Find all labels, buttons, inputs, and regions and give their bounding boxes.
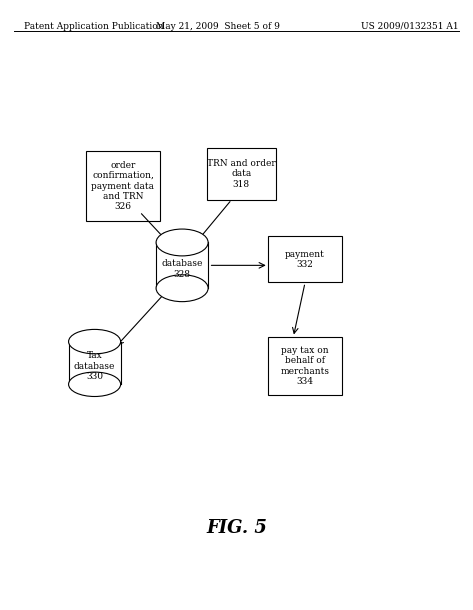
Bar	[69, 342, 121, 384]
Ellipse shape	[69, 329, 121, 354]
Text: database
328: database 328	[161, 259, 203, 279]
Text: Patent Application Publication: Patent Application Publication	[24, 22, 163, 31]
Text: May 21, 2009  Sheet 5 of 9: May 21, 2009 Sheet 5 of 9	[156, 22, 280, 31]
Bar	[156, 243, 208, 289]
Ellipse shape	[156, 229, 208, 256]
FancyBboxPatch shape	[268, 237, 342, 282]
Text: Tax
database
330: Tax database 330	[74, 351, 115, 381]
FancyBboxPatch shape	[268, 337, 342, 395]
FancyBboxPatch shape	[207, 148, 275, 200]
FancyBboxPatch shape	[86, 151, 159, 221]
Text: payment
332: payment 332	[285, 249, 325, 269]
Text: US 2009/0132351 A1: US 2009/0132351 A1	[361, 22, 459, 31]
Text: TRN and order
data
318: TRN and order data 318	[207, 159, 276, 188]
Text: pay tax on
behalf of
merchants
334: pay tax on behalf of merchants 334	[280, 346, 330, 386]
Ellipse shape	[156, 274, 208, 302]
Text: order
confirmation,
payment data
and TRN
326: order confirmation, payment data and TRN…	[91, 161, 155, 211]
Ellipse shape	[69, 372, 121, 396]
Text: FIG. 5: FIG. 5	[206, 518, 267, 537]
